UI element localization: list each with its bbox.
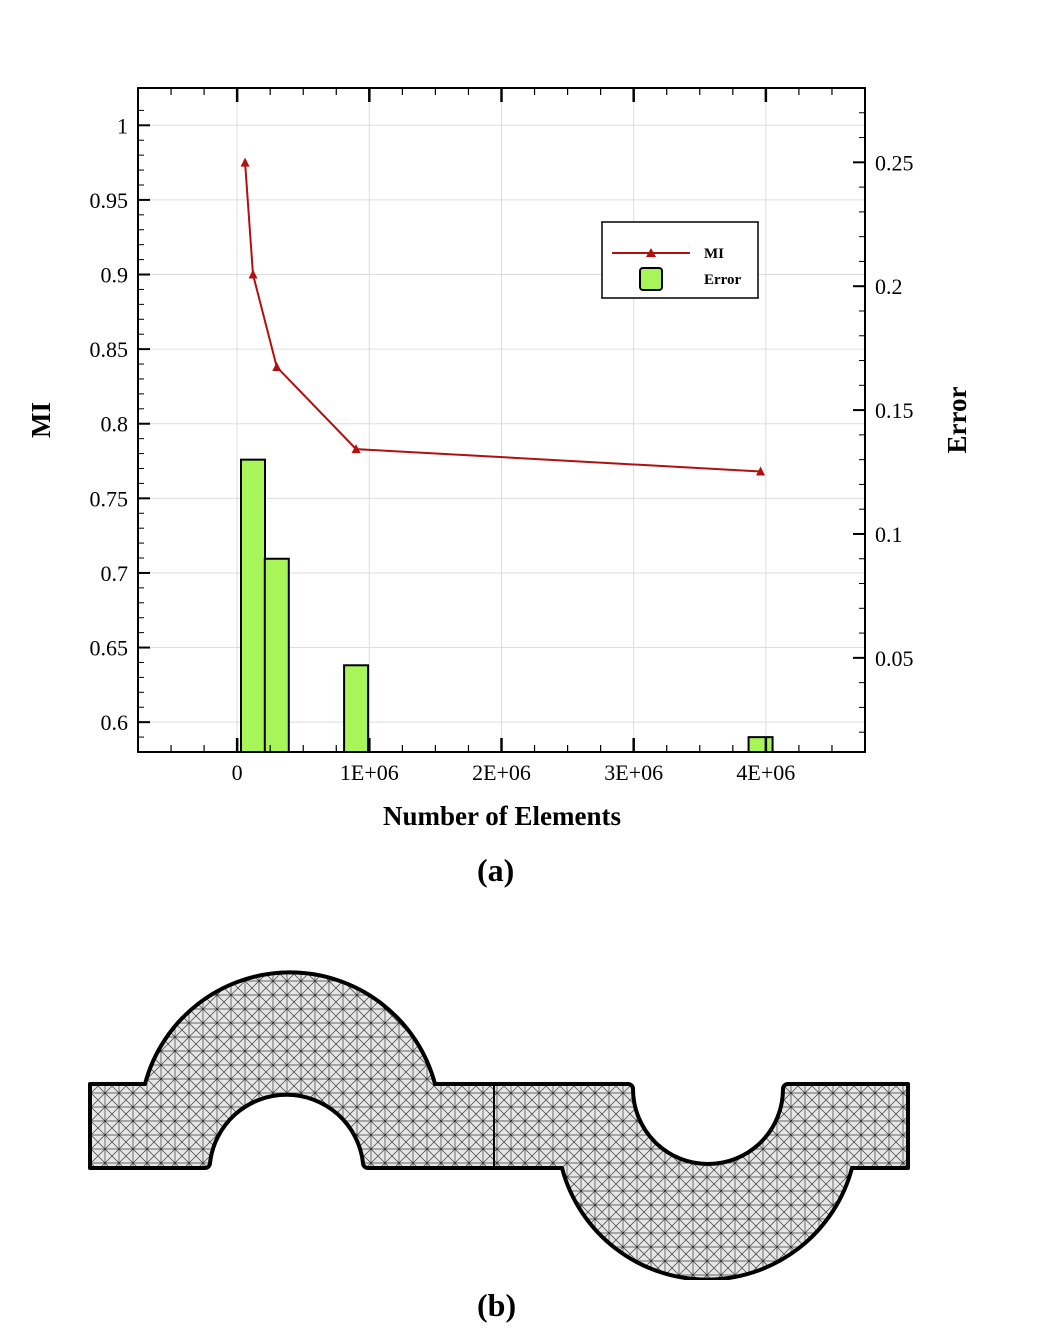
tick-labels: 0 1E+06 2E+06 3E+06 4E+06 0.6 0.65 0.7 0.75 0.8 0.… — [90, 113, 914, 785]
y-left-tick-label: 0.65 — [90, 636, 129, 661]
legend-error-label: Error — [704, 272, 742, 288]
mi-point — [248, 269, 258, 279]
y-right-tick-label: 0.15 — [875, 398, 914, 423]
mi-line — [240, 157, 766, 476]
axis-ticks — [138, 88, 865, 752]
y-left-tick-label: 0.6 — [101, 710, 129, 735]
mi-point — [756, 466, 766, 476]
mi-point — [240, 157, 250, 167]
y-left-axis-title: MI — [26, 402, 56, 438]
x-tick-label: 2E+06 — [472, 760, 531, 785]
x-tick-label: 3E+06 — [604, 760, 663, 785]
y-left-tick-label: 0.95 — [90, 188, 129, 213]
legend-box — [601, 221, 759, 299]
y-left-tick-label: 0.7 — [101, 561, 129, 586]
y-left-tick-label: 1 — [117, 113, 128, 138]
mi-polyline — [244, 162, 761, 473]
x-tick-label: 1E+06 — [340, 760, 399, 785]
y-right-tick-label: 0.05 — [875, 646, 914, 671]
chart: 0 1E+06 2E+06 3E+06 4E+06 0.6 0.65 0.7 0.75 0.8 0.… — [26, 87, 972, 831]
legend-mi-marker — [646, 248, 656, 257]
y-left-tick-label: 0.85 — [90, 337, 129, 362]
x-axis-title: Number of Elements — [383, 801, 621, 831]
error-bars — [239, 458, 774, 754]
error-bar — [239, 458, 266, 753]
mesh-geometry — [88, 970, 910, 1280]
y-left-tick-label: 0.75 — [90, 486, 129, 511]
x-tick-label: 4E+06 — [736, 760, 795, 785]
y-right-axis-title: Error — [942, 387, 972, 454]
error-bar — [263, 557, 290, 754]
x-tick-label: 0 — [232, 760, 243, 785]
legend: MI Error — [601, 221, 759, 299]
legend-error-swatch — [639, 267, 663, 291]
error-bar — [747, 736, 774, 754]
y-right-tick-label: 0.2 — [875, 274, 903, 299]
y-left-tick-label: 0.8 — [101, 412, 129, 437]
mesh-domain — [88, 970, 910, 1280]
legend-mi-label: MI — [704, 246, 724, 262]
error-bar — [343, 664, 370, 753]
y-left-tick-label: 0.9 — [101, 263, 129, 288]
y-right-tick-label: 0.25 — [875, 150, 914, 175]
mi-point — [351, 444, 361, 454]
y-right-tick-label: 0.1 — [875, 522, 903, 547]
panel-b-label: (b) — [477, 1287, 517, 1323]
panel-a-label: (a) — [477, 852, 515, 888]
mi-point — [272, 362, 282, 372]
